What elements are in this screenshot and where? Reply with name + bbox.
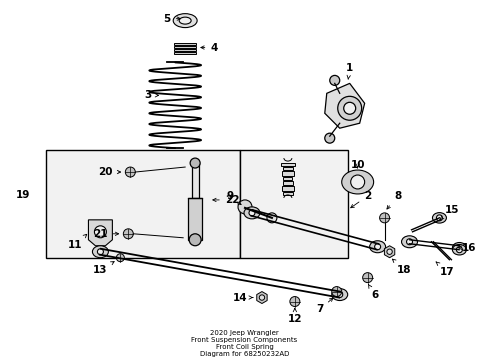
- Text: 20: 20: [98, 167, 121, 177]
- Bar: [283, 192, 292, 195]
- Bar: [240, 150, 347, 258]
- Bar: [281, 186, 293, 191]
- Ellipse shape: [173, 14, 197, 28]
- Ellipse shape: [331, 289, 347, 301]
- Text: 12: 12: [287, 309, 302, 324]
- Text: 21: 21: [93, 229, 119, 239]
- Text: 22: 22: [212, 195, 239, 205]
- Circle shape: [238, 200, 251, 214]
- Ellipse shape: [451, 244, 466, 255]
- Text: 10: 10: [350, 160, 364, 170]
- Text: 9: 9: [226, 191, 241, 204]
- Text: 18: 18: [391, 259, 411, 275]
- Text: 17: 17: [435, 262, 454, 276]
- Circle shape: [350, 175, 364, 189]
- Circle shape: [386, 249, 391, 255]
- Ellipse shape: [451, 243, 466, 253]
- Bar: [174, 49, 196, 51]
- Text: 1: 1: [346, 63, 353, 79]
- Text: 7: 7: [315, 298, 332, 315]
- Bar: [191, 163, 198, 198]
- Text: 5: 5: [163, 14, 180, 24]
- Circle shape: [116, 254, 124, 262]
- Ellipse shape: [369, 241, 385, 253]
- Ellipse shape: [244, 207, 260, 219]
- Text: 2: 2: [350, 191, 370, 208]
- Circle shape: [455, 245, 462, 251]
- Ellipse shape: [92, 246, 108, 258]
- Circle shape: [455, 247, 462, 253]
- Bar: [280, 163, 294, 166]
- Text: 19: 19: [16, 190, 30, 200]
- Polygon shape: [88, 220, 112, 246]
- Circle shape: [123, 229, 133, 239]
- Circle shape: [324, 133, 334, 143]
- Ellipse shape: [401, 236, 417, 248]
- Circle shape: [97, 249, 103, 255]
- Circle shape: [266, 213, 276, 223]
- Ellipse shape: [402, 237, 416, 247]
- Ellipse shape: [341, 170, 373, 194]
- Circle shape: [436, 215, 442, 221]
- Ellipse shape: [431, 213, 446, 223]
- Bar: [283, 177, 292, 180]
- Ellipse shape: [179, 17, 191, 24]
- Circle shape: [337, 96, 361, 120]
- Circle shape: [374, 244, 380, 250]
- Bar: [283, 181, 292, 185]
- Bar: [281, 171, 293, 176]
- Circle shape: [190, 158, 200, 168]
- Circle shape: [343, 102, 355, 114]
- Text: 15: 15: [439, 205, 459, 220]
- Circle shape: [379, 213, 389, 223]
- Bar: [45, 150, 240, 258]
- Text: 8: 8: [386, 191, 400, 209]
- Text: 2020 Jeep Wrangler
Front Suspension Components
Front Coil Spring
Diagram for 682: 2020 Jeep Wrangler Front Suspension Comp…: [191, 330, 297, 357]
- Circle shape: [331, 287, 341, 297]
- Circle shape: [406, 239, 412, 245]
- Circle shape: [289, 297, 299, 306]
- Polygon shape: [324, 84, 364, 128]
- Circle shape: [125, 167, 135, 177]
- Text: 3: 3: [144, 90, 158, 100]
- Bar: [174, 52, 196, 54]
- Text: 16: 16: [457, 243, 476, 253]
- Bar: [283, 167, 292, 170]
- Bar: [174, 46, 196, 48]
- Text: 14: 14: [232, 293, 252, 302]
- Text: 13: 13: [93, 262, 114, 275]
- Circle shape: [329, 75, 339, 85]
- Polygon shape: [256, 292, 266, 303]
- Circle shape: [336, 292, 342, 298]
- Circle shape: [362, 273, 372, 283]
- Text: 11: 11: [68, 234, 86, 250]
- Circle shape: [406, 239, 412, 245]
- Circle shape: [94, 226, 106, 238]
- Circle shape: [259, 295, 264, 300]
- Circle shape: [248, 210, 254, 216]
- Text: 6: 6: [367, 284, 378, 300]
- Bar: [188, 198, 202, 240]
- Bar: [174, 43, 196, 45]
- Text: 4: 4: [201, 42, 217, 53]
- Circle shape: [189, 234, 201, 246]
- Polygon shape: [384, 246, 394, 258]
